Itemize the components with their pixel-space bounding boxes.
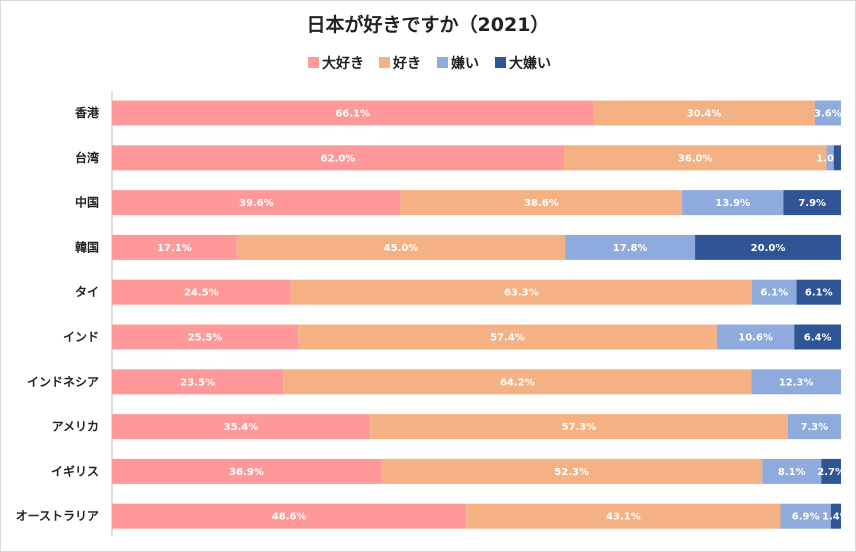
bar-segment	[400, 190, 683, 216]
category-label: 台湾	[75, 150, 99, 165]
data-label: 6.1%	[760, 288, 788, 299]
data-label: 17.1%	[157, 243, 192, 254]
bar-segment	[830, 503, 841, 529]
bar-segment	[682, 190, 784, 216]
bar-segment	[716, 324, 795, 350]
bar-segment	[796, 279, 841, 305]
bars-group: 香港 66.1% 30.4% 3.6% 台湾 62.0% 36.0% 1.0% 中国 39.6% 3…	[16, 100, 850, 529]
data-label: 2.7%	[817, 467, 845, 478]
bar-segment	[370, 414, 788, 440]
legend-swatch-2	[437, 57, 448, 68]
bar-segment	[751, 369, 841, 395]
data-label: 52.3%	[554, 467, 589, 478]
bar-segment	[821, 458, 841, 484]
data-label: 24.5%	[184, 288, 219, 299]
data-label: 30.4%	[687, 109, 722, 120]
data-label: 57.4%	[490, 333, 525, 344]
data-label: 62.0%	[321, 153, 356, 164]
legend: 大好き 好き 嫌い 大嫌い	[308, 55, 551, 72]
bar-segment	[814, 100, 841, 126]
legend-swatch-0	[308, 57, 319, 68]
category-label: インドネシア	[27, 375, 99, 389]
bar-segment	[593, 100, 815, 126]
bar-segment	[787, 414, 841, 440]
data-label: 63.3%	[504, 288, 539, 299]
data-label: 8.1%	[778, 467, 806, 478]
category-label: 中国	[75, 195, 99, 210]
bar-segment	[112, 145, 564, 171]
data-label: 6.1%	[805, 288, 833, 299]
legend-label-0: 大好き	[322, 55, 364, 72]
data-label: 38.6%	[524, 198, 559, 209]
bar-segment	[236, 234, 566, 260]
bar-segment	[112, 100, 594, 126]
category-label: インド	[63, 330, 99, 344]
data-label: 10.6%	[738, 333, 773, 344]
bar-segment	[752, 279, 797, 305]
legend-label-1: 好き	[392, 55, 421, 72]
data-label: 1.0%	[816, 153, 844, 164]
bar-segment	[466, 503, 781, 529]
legend-swatch-3	[495, 57, 506, 68]
category-label: イギリス	[51, 463, 99, 478]
legend-label-2: 嫌い	[451, 55, 479, 72]
bar-segment	[783, 190, 841, 216]
data-label: 7.9%	[798, 198, 826, 209]
bar-segment	[112, 458, 382, 484]
data-label: 23.5%	[180, 377, 215, 388]
data-label: 66.1%	[335, 109, 370, 120]
data-label: 25.5%	[188, 333, 223, 344]
data-label: 13.9%	[715, 198, 750, 209]
bar-segment	[695, 234, 841, 260]
data-label: 20.0%	[751, 243, 786, 254]
bar-segment	[112, 324, 299, 350]
bar-segment	[794, 324, 841, 350]
bar-segment	[298, 324, 717, 350]
data-label: 45.0%	[384, 243, 419, 254]
data-label: 57.3%	[562, 422, 597, 433]
data-label: 48.6%	[272, 512, 307, 523]
category-label: タイ	[75, 285, 99, 299]
category-label: アメリカ	[52, 420, 99, 434]
data-label: 35.4%	[224, 422, 259, 433]
bar-segment	[112, 369, 284, 395]
category-label: 香港	[74, 105, 100, 120]
chart-title: 日本が好きですか（2021）	[307, 13, 550, 36]
bar-segment	[112, 503, 467, 529]
data-label: 1.4%	[822, 512, 850, 523]
data-label: 64.2%	[500, 377, 535, 388]
bar-segment	[833, 145, 841, 171]
data-label: 6.9%	[792, 512, 820, 523]
legend-swatch-1	[379, 57, 390, 68]
legend-label-3: 大嫌い	[509, 55, 551, 72]
bar-segment	[112, 234, 237, 260]
data-label: 7.3%	[801, 422, 829, 433]
bar-segment	[283, 369, 752, 395]
data-label: 39.6%	[239, 198, 274, 209]
bar-segment	[381, 458, 763, 484]
bar-segment	[112, 414, 371, 440]
data-label: 36.9%	[229, 467, 264, 478]
category-label: 韓国	[75, 239, 99, 254]
bar-segment	[290, 279, 753, 305]
bar-segment	[826, 145, 834, 171]
data-label: 17.8%	[613, 243, 648, 254]
category-label: オーストラリア	[16, 509, 99, 523]
data-label: 43.1%	[606, 512, 641, 523]
data-label: 36.0%	[678, 153, 713, 164]
bar-segment	[565, 234, 696, 260]
data-label: 3.6%	[814, 109, 842, 120]
data-label: 6.4%	[804, 333, 832, 344]
data-label: 12.3%	[779, 377, 814, 388]
bar-segment	[112, 279, 291, 305]
bar-segment	[780, 503, 831, 529]
bar-segment	[762, 458, 822, 484]
bar-segment	[563, 145, 827, 171]
bar-segment	[112, 190, 401, 216]
